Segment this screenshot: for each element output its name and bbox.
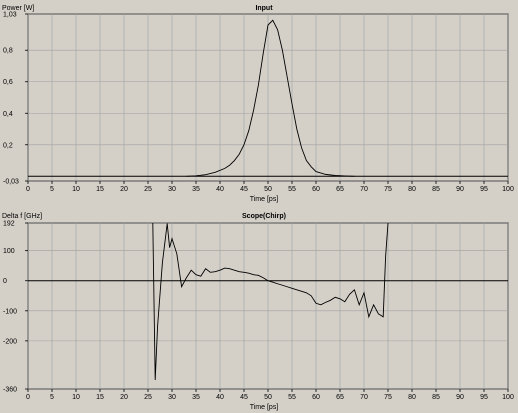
chirp-x-tick-label: 15 (96, 394, 104, 401)
chirp-x-tick-label: 45 (240, 394, 248, 401)
input-x-tick-label: 85 (432, 186, 440, 193)
chirp-y-ticks: -360 -200 -100 0 100 192 (3, 221, 28, 394)
input-x-tick-label: 55 (288, 186, 296, 193)
input-x-tick-label: 80 (408, 186, 416, 193)
chirp-x-tick-label: 95 (480, 394, 488, 401)
input-y-tick-label: 0,8 (3, 48, 13, 55)
input-y-tick-label: 0,2 (3, 142, 13, 149)
input-chart: Power [W] Input 0 5 10 15 20 25 30 35 40 45 50 55 60… (2, 5, 514, 203)
chirp-x-tick-label: 20 (120, 394, 128, 401)
chirp-y-tick-label: -200 (3, 338, 17, 345)
input-x-tick-label: 50 (264, 186, 272, 193)
chirp-series (152, 222, 389, 380)
input-x-tick-label: 35 (192, 186, 200, 193)
input-x-tick-label: 20 (120, 186, 128, 193)
chirp-x-tick-label: 75 (384, 394, 392, 401)
input-x-tick-label: 60 (312, 186, 320, 193)
input-x-ticks: 0 5 10 15 20 25 30 35 40 45 50 55 60 65 70 75 80 85 90 95 10… (26, 181, 514, 193)
input-x-tick-label: 75 (384, 186, 392, 193)
chirp-grid (27, 222, 509, 390)
chirp-x-tick-label: 70 (360, 394, 368, 401)
chirp-x-tick-label: 50 (264, 394, 272, 401)
input-x-tick-label: 25 (144, 186, 152, 193)
input-x-tick-label: 45 (240, 186, 248, 193)
input-title: Input (255, 5, 273, 12)
chirp-x-tick-label: 25 (144, 394, 152, 401)
chirp-x-tick-label: 100 (502, 394, 514, 401)
chirp-x-tick-label: 65 (336, 394, 344, 401)
input-x-tick-label: 95 (480, 186, 488, 193)
chirp-y-tick-label: 192 (3, 221, 15, 228)
chirp-ylabel: Delta f [GHz] (2, 213, 42, 220)
input-x-tick-label: 70 (360, 186, 368, 193)
input-xlabel: Time [ps] (250, 196, 279, 203)
input-y-tick-label: 0,6 (3, 79, 13, 86)
input-x-tick-label: 100 (502, 186, 514, 193)
chirp-y-tick-label: 100 (3, 248, 15, 255)
chirp-xlabel: Time [ps] (250, 404, 279, 411)
chirp-x-tick-label: 40 (216, 394, 224, 401)
input-series (186, 19, 355, 177)
chirp-y-tick-label: -360 (3, 387, 17, 394)
input-x-tick-label: 40 (216, 186, 224, 193)
input-grid (27, 13, 509, 182)
chirp-x-tick-label: 85 (432, 394, 440, 401)
input-x-tick-label: 5 (50, 186, 54, 193)
chirp-x-tick-label: 80 (408, 394, 416, 401)
chirp-x-ticks: 0 5 10 15 20 25 30 35 40 45 50 55 60 65 70 75 80 85 90 95 10… (26, 389, 514, 401)
chirp-title: Scope(Chirp) (242, 213, 286, 220)
input-x-tick-label: 65 (336, 186, 344, 193)
chirp-x-tick-label: 60 (312, 394, 320, 401)
chirp-x-tick-label: 10 (72, 394, 80, 401)
input-x-tick-label: 15 (96, 186, 104, 193)
chirp-y-tick-label: 0 (3, 278, 7, 285)
chirp-x-tick-label: 90 (456, 394, 464, 401)
chirp-y-tick-label: -100 (3, 308, 17, 315)
input-y-tick-label: -0,03 (3, 179, 19, 186)
chirp-x-tick-label: 5 (50, 394, 54, 401)
chirp-x-tick-label: 35 (192, 394, 200, 401)
chirp-x-tick-label: 30 (168, 394, 176, 401)
input-series-line (186, 19, 355, 177)
input-y-tick-label: 1,03 (3, 12, 17, 19)
input-ylabel: Power [W] (2, 5, 34, 12)
input-x-tick-label: 10 (72, 186, 80, 193)
chirp-x-tick-label: 55 (288, 394, 296, 401)
input-x-tick-label: 0 (26, 186, 30, 193)
input-y-tick-label: 0,4 (3, 111, 13, 118)
chirp-chart: Delta f [GHz] Scope(Chirp) 0 5 10 15 20 25 30 3… (2, 213, 514, 411)
input-y-ticks: -0,03 0,2 0,4 0,6 0,8 1,03 (3, 12, 28, 186)
input-x-tick-label: 90 (456, 186, 464, 193)
input-x-tick-label: 30 (168, 186, 176, 193)
chirp-x-tick-label: 0 (26, 394, 30, 401)
